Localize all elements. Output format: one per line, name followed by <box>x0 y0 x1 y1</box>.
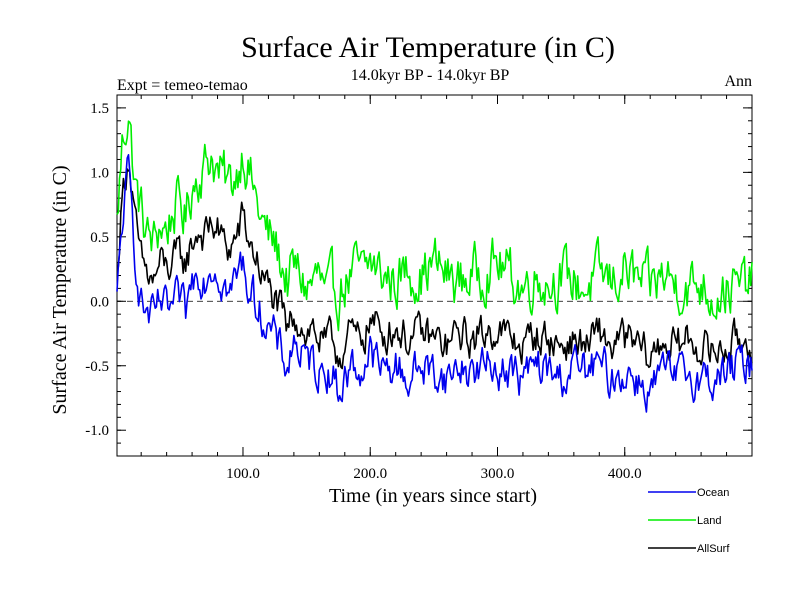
legend-label-allsurf: AllSurf <box>697 543 730 555</box>
x-axis: 100.0 200.0 300.0 400.0 <box>226 95 642 482</box>
x-tick-label: 200.0 <box>353 466 387 482</box>
x-tick-label: 300.0 <box>481 466 515 482</box>
y-tick-label: 1.5 <box>90 101 109 117</box>
legend-label-ocean: Ocean <box>697 487 729 499</box>
legend: Ocean Land AllSurf <box>648 487 730 555</box>
x-axis-label: Time (in years since start) <box>329 485 537 507</box>
series-line-land <box>116 120 753 332</box>
x-tick-label: 400.0 <box>608 466 642 482</box>
series-line-ocean <box>116 154 753 413</box>
chart-title: Surface Air Temperature (in C) <box>241 31 615 64</box>
legend-label-land: Land <box>697 515 721 527</box>
y-tick-label: -1.0 <box>85 423 109 439</box>
y-tick-label: 0.5 <box>90 230 109 246</box>
y-tick-label: -0.5 <box>85 359 109 375</box>
season-label: Ann <box>724 73 752 90</box>
series-line-allsurf <box>116 168 753 370</box>
y-tick-label: 0.0 <box>90 294 109 310</box>
chart-subtitle: 14.0kyr BP - 14.0kyr BP <box>351 67 510 84</box>
plot-area <box>116 94 753 457</box>
plot-frame <box>116 94 753 457</box>
y-axis-label: Surface Air Temperature (in C) <box>49 165 71 414</box>
y-tick-label: 1.0 <box>90 165 109 181</box>
x-tick-label: 100.0 <box>226 466 260 482</box>
series-layer <box>116 120 753 413</box>
experiment-label: Expt = temeo-temao <box>117 77 248 94</box>
y-axis: -1.0 -0.5 0.0 0.5 1.0 1.5 <box>85 101 752 439</box>
